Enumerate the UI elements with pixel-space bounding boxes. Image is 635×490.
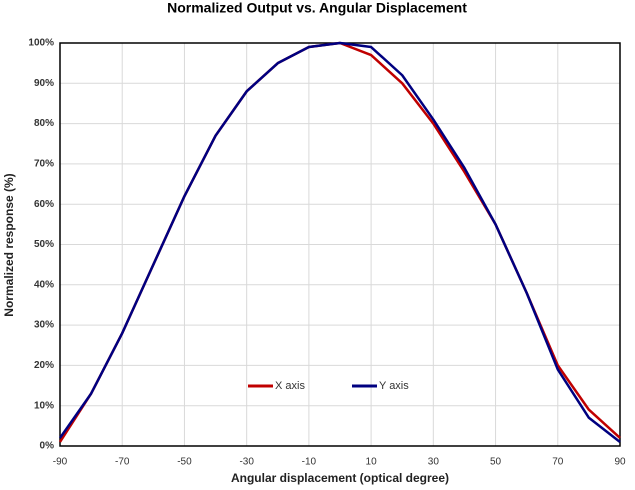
legend-label: X axis	[275, 380, 305, 392]
y-tick-label: 20%	[34, 360, 54, 371]
x-tick-label: -70	[115, 457, 130, 468]
x-tick-label: -90	[53, 457, 68, 468]
legend-label: Y axis	[379, 380, 409, 392]
y-tick-label: 80%	[34, 118, 54, 129]
y-tick-label: 70%	[34, 159, 54, 170]
x-tick-label: 50	[490, 457, 502, 468]
y-tick-label: 10%	[34, 400, 54, 411]
y-tick-label: 100%	[28, 38, 54, 49]
y-tick-label: 60%	[34, 199, 54, 210]
y-tick-label: 50%	[34, 239, 54, 250]
x-tick-label: -30	[239, 457, 254, 468]
x-tick-label: 30	[428, 457, 440, 468]
x-tick-label: 90	[614, 457, 626, 468]
x-tick-label: 10	[366, 457, 378, 468]
x-axis-label: Angular displacement (optical degree)	[231, 471, 449, 485]
x-tick-label: -50	[177, 457, 192, 468]
y-tick-label: 90%	[34, 78, 54, 89]
chart-title: Normalized Output vs. Angular Displaceme…	[167, 0, 467, 16]
y-axis-label: Normalized response (%)	[2, 173, 16, 316]
series-line	[58, 41, 621, 443]
y-tick-label: 30%	[34, 320, 54, 331]
y-tick-label: 40%	[34, 279, 54, 290]
x-tick-label: -10	[302, 457, 317, 468]
y-tick-label: 0%	[40, 441, 55, 452]
x-tick-label: 70	[552, 457, 564, 468]
series-line	[58, 41, 621, 443]
